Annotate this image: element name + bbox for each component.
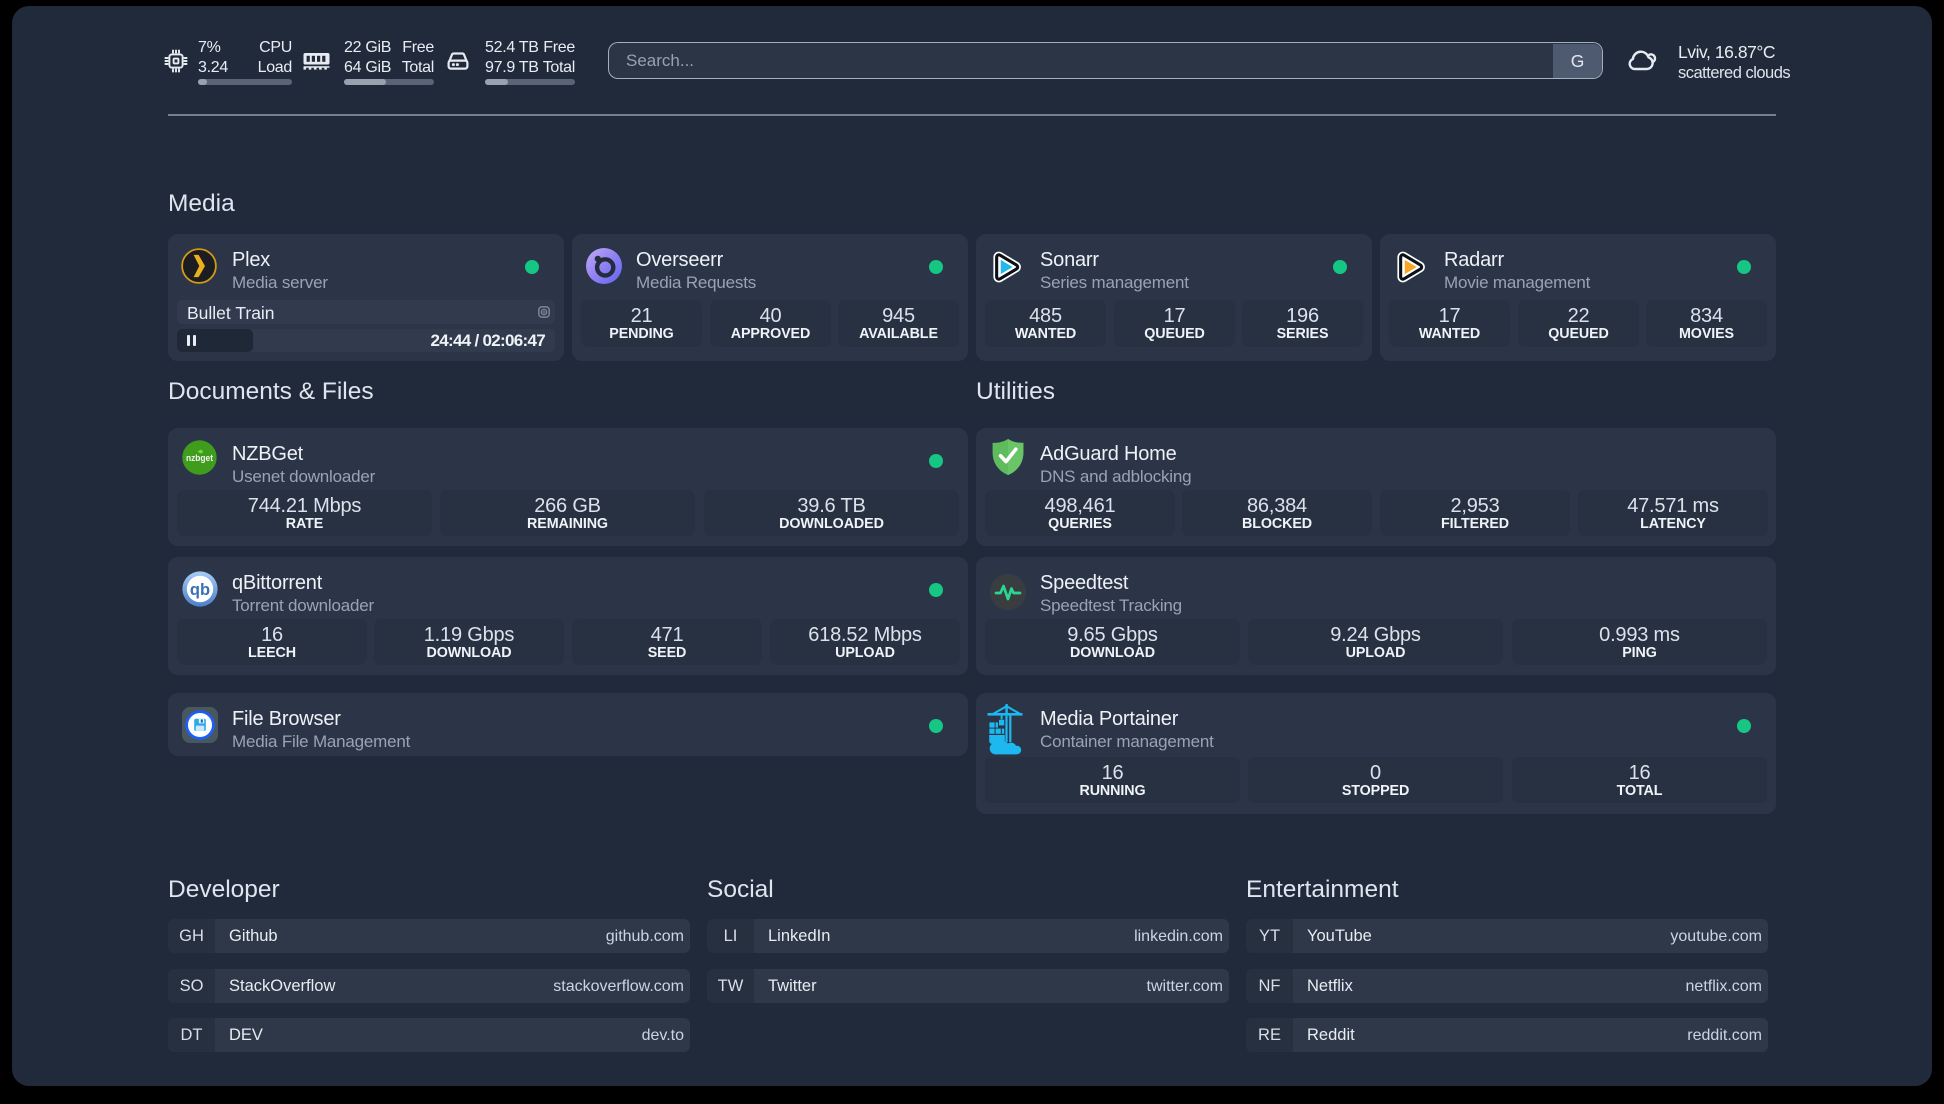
svg-text:qb: qb: [190, 581, 210, 599]
svg-text:nzbget: nzbget: [186, 453, 214, 464]
